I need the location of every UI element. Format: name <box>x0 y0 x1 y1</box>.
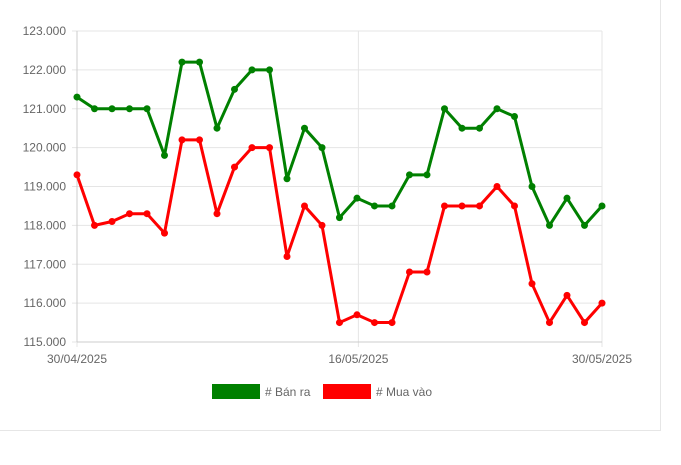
axes: 115.000 116.000 117.000 118.000 119.000 120.0… <box>23 24 633 366</box>
y-tick-label: 122.000 <box>23 63 67 77</box>
data-point[interactable] <box>231 85 238 93</box>
data-point[interactable] <box>143 210 151 218</box>
data-point[interactable] <box>353 311 361 319</box>
legend-swatch[interactable] <box>212 384 260 399</box>
legend-label[interactable]: # Bán ra <box>265 385 311 399</box>
data-point[interactable] <box>441 105 448 113</box>
data-point[interactable] <box>91 105 98 113</box>
data-point[interactable] <box>161 229 168 237</box>
grid <box>72 30 603 347</box>
y-tick-label: 115.000 <box>24 335 67 349</box>
data-point[interactable] <box>528 280 536 288</box>
data-point[interactable] <box>108 105 116 113</box>
data-point[interactable] <box>196 58 203 66</box>
y-tick-label: 116.000 <box>24 296 67 310</box>
data-point[interactable] <box>371 319 378 327</box>
data-point[interactable] <box>493 105 501 113</box>
data-point[interactable] <box>441 202 448 210</box>
series-line-ban-ra <box>75 60 604 227</box>
y-tick-label: 123.000 <box>23 24 67 38</box>
data-point[interactable] <box>336 319 343 327</box>
y-tick-label: 118.000 <box>24 218 67 232</box>
data-point[interactable] <box>546 221 553 229</box>
y-tick-label: 119.000 <box>24 180 67 194</box>
y-tick-label: 117.000 <box>24 257 67 271</box>
data-point[interactable] <box>178 136 186 144</box>
data-point[interactable] <box>283 175 291 183</box>
data-point[interactable] <box>476 124 483 132</box>
data-point[interactable] <box>126 105 133 113</box>
data-point[interactable] <box>213 124 221 132</box>
data-point[interactable] <box>511 113 518 121</box>
data-point[interactable] <box>301 124 308 132</box>
data-point[interactable] <box>388 202 396 210</box>
x-tick-label: 16/05/2025 <box>328 352 388 366</box>
x-tick-label: 30/05/2025 <box>572 352 632 366</box>
data-point[interactable] <box>213 210 221 218</box>
data-point[interactable] <box>476 202 483 210</box>
data-point[interactable] <box>336 214 343 222</box>
data-point[interactable] <box>248 66 256 74</box>
data-point[interactable] <box>161 151 168 159</box>
data-point[interactable] <box>108 217 116 225</box>
y-tick-label: 120.000 <box>23 141 67 155</box>
data-point[interactable] <box>563 194 571 202</box>
data-point[interactable] <box>371 202 378 210</box>
chart-card: 115.000 116.000 117.000 118.000 119.000 120.0… <box>0 0 661 431</box>
data-point[interactable] <box>581 221 588 229</box>
legend-swatch[interactable] <box>323 384 371 399</box>
data-point[interactable] <box>598 299 606 307</box>
data-point[interactable] <box>388 319 396 327</box>
data-point[interactable] <box>353 194 361 202</box>
data-point[interactable] <box>406 171 413 179</box>
data-point[interactable] <box>196 136 203 144</box>
data-point[interactable] <box>493 183 501 190</box>
data-point[interactable] <box>73 171 81 179</box>
data-point[interactable] <box>458 124 466 132</box>
data-point[interactable] <box>406 268 413 276</box>
data-point[interactable] <box>91 221 98 229</box>
data-point[interactable] <box>318 144 326 152</box>
legend: # Bán ra # Mua vào <box>212 384 432 399</box>
legend-label[interactable]: # Mua vào <box>376 385 432 399</box>
x-tick-label: 30/04/2025 <box>47 352 107 366</box>
data-point[interactable] <box>546 319 553 327</box>
series-line-mua-vao <box>75 138 604 325</box>
data-point[interactable] <box>178 58 186 66</box>
data-point[interactable] <box>423 268 431 276</box>
data-point[interactable] <box>581 319 588 327</box>
data-point[interactable] <box>563 291 571 299</box>
data-point[interactable] <box>266 66 273 74</box>
data-point[interactable] <box>423 171 431 179</box>
data-point[interactable] <box>318 221 326 229</box>
data-point[interactable] <box>266 144 273 152</box>
data-point[interactable] <box>143 105 151 113</box>
data-point[interactable] <box>248 144 256 152</box>
data-point[interactable] <box>528 183 536 190</box>
data-point[interactable] <box>598 202 606 210</box>
data-point[interactable] <box>283 252 291 260</box>
data-point[interactable] <box>301 202 308 210</box>
data-point[interactable] <box>126 210 133 218</box>
data-point[interactable] <box>73 93 81 101</box>
data-point[interactable] <box>458 202 466 210</box>
data-point[interactable] <box>231 163 238 171</box>
price-line-chart: 115.000 116.000 117.000 118.000 119.000 120.0… <box>23 24 633 399</box>
y-tick-label: 121.000 <box>23 102 67 116</box>
series-layer <box>73 58 606 327</box>
data-point[interactable] <box>511 202 518 210</box>
